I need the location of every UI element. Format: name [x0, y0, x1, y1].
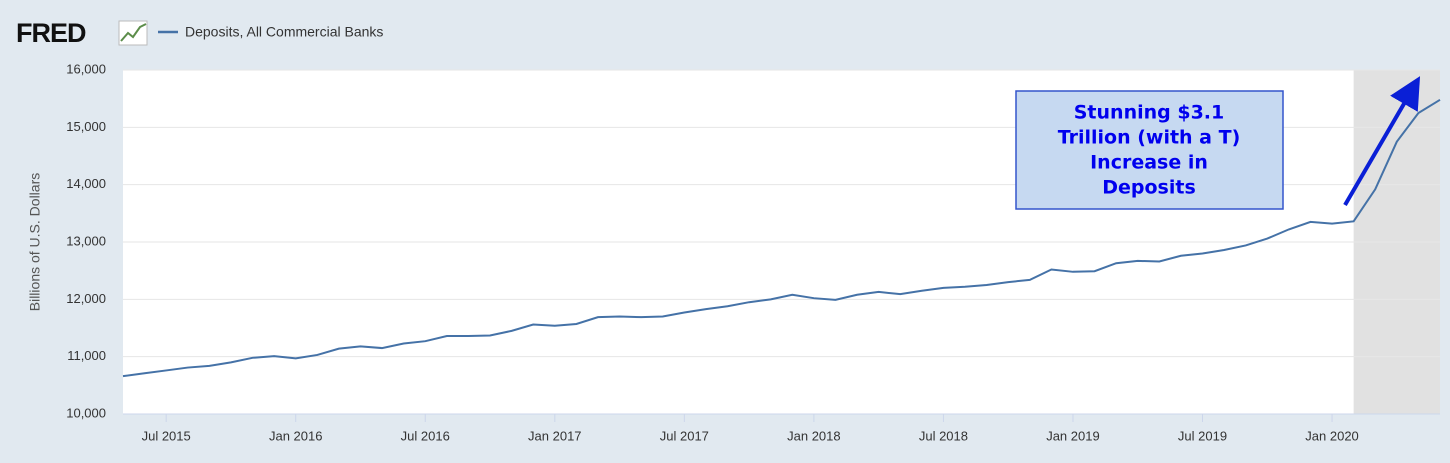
y-tick-label: 11,000	[67, 348, 106, 363]
y-tick-label: 14,000	[66, 176, 106, 191]
y-tick-label: 13,000	[66, 233, 106, 248]
annotation-line: Trillion (with a T)	[1058, 127, 1241, 149]
x-tick-label: Jan 2018	[787, 428, 841, 443]
annotation-line: Stunning $3.1	[1074, 102, 1224, 124]
x-tick-label: Jan 2020	[1305, 428, 1359, 443]
annotation-box	[1015, 90, 1284, 210]
x-tick-label: Jan 2019	[1046, 428, 1100, 443]
x-tick-label: Jul 2017	[660, 428, 709, 443]
x-tick-label: Jan 2016	[269, 428, 323, 443]
logo[interactable]: FRED	[16, 18, 87, 48]
series-line	[122, 98, 1441, 378]
annotation: Stunning $3.1 Trillion (with a T) Increase…	[1058, 102, 1241, 199]
x-tick-label: Jan 2017	[528, 428, 582, 443]
x-tick-label: Jul 2019	[1178, 428, 1227, 443]
x-tick-label: Jul 2015	[142, 428, 191, 443]
annotation-line: Deposits	[1102, 177, 1196, 199]
y-tick-label: 15,000	[66, 119, 106, 134]
plot: 10,000 11,000 12,000 13,000 14,000 15,000 16,0…	[66, 61, 1441, 443]
x-tick-label: Jul 2016	[401, 428, 450, 443]
y-tick-label: 10,000	[66, 405, 106, 420]
legend-label[interactable]: Deposits, All Commercial Banks	[185, 24, 383, 40]
x-tick-label: Jul 2018	[919, 428, 968, 443]
annotation-line: Increase in	[1090, 152, 1208, 174]
logo-icon	[118, 20, 148, 46]
y-axis-label: Billions of U.S. Dollars	[27, 173, 43, 312]
annotation-arrow	[1343, 76, 1421, 207]
y-tick-label: 12,000	[66, 291, 106, 306]
y-tick-label: 16,000	[66, 61, 106, 76]
